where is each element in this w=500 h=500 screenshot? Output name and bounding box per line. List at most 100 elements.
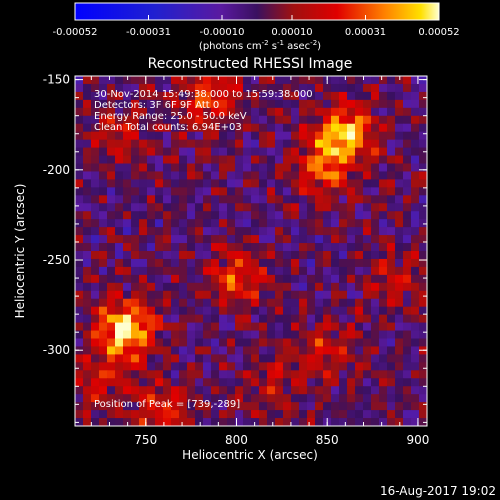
heatmap-pixel xyxy=(387,410,396,419)
heatmap-pixel xyxy=(283,115,292,125)
heatmap-pixel xyxy=(323,394,332,403)
heatmap-pixel xyxy=(147,91,156,101)
heatmap-pixel xyxy=(147,187,156,196)
heatmap-pixel xyxy=(195,274,204,284)
heatmap-pixel xyxy=(187,354,196,363)
heatmap-pixel xyxy=(419,410,428,419)
heatmap-pixel xyxy=(123,187,132,196)
heatmap-pixel xyxy=(267,179,276,188)
heatmap-pixel xyxy=(251,338,260,347)
heatmap-pixel xyxy=(155,171,164,180)
heatmap-pixel xyxy=(307,171,316,180)
heatmap-pixel xyxy=(187,330,196,339)
heatmap-pixel xyxy=(403,346,412,355)
heatmap-pixel xyxy=(363,243,372,252)
heatmap-pixel xyxy=(363,123,372,133)
heatmap-pixel xyxy=(227,354,236,363)
heatmap-pixel xyxy=(139,338,148,347)
heatmap-pixel xyxy=(331,155,340,164)
heatmap-pixel xyxy=(243,115,252,125)
heatmap-pixel xyxy=(395,378,404,387)
heatmap-pixel xyxy=(131,282,140,292)
heatmap-pixel xyxy=(339,211,348,220)
heatmap-pixel xyxy=(163,219,172,228)
heatmap-pixel xyxy=(75,195,84,204)
heatmap-pixel xyxy=(195,115,204,125)
heatmap-pixel xyxy=(387,290,396,300)
heatmap-pixel xyxy=(291,211,300,220)
heatmap-pixel xyxy=(331,402,340,411)
heatmap-pixel xyxy=(219,346,228,355)
heatmap-pixel xyxy=(131,187,140,196)
heatmap-pixel xyxy=(267,139,276,149)
heatmap-pixel xyxy=(115,179,124,188)
heatmap-pixel xyxy=(187,91,196,101)
heatmap-pixel xyxy=(259,131,268,141)
heatmap-pixel xyxy=(243,338,252,347)
heatmap-pixel xyxy=(267,418,276,427)
heatmap-pixel xyxy=(331,362,340,371)
heatmap-pixel xyxy=(139,195,148,204)
heatmap-pixel xyxy=(331,298,340,308)
heatmap-pixel xyxy=(115,171,124,180)
heatmap-pixel xyxy=(299,410,308,419)
heatmap-pixel xyxy=(139,147,148,157)
heatmap-pixel xyxy=(107,147,116,157)
heatmap-pixel xyxy=(219,107,228,117)
heatmap-pixel xyxy=(403,83,412,93)
heatmap-pixel xyxy=(363,362,372,371)
heatmap-pixel xyxy=(251,298,260,308)
heatmap-pixel xyxy=(155,266,164,276)
heatmap-pixel xyxy=(107,76,116,85)
heatmap-pixel xyxy=(227,306,236,316)
heatmap-pixel xyxy=(147,378,156,387)
heatmap-pixel xyxy=(315,266,324,276)
heatmap-pixel xyxy=(323,322,332,332)
heatmap-pixel xyxy=(347,298,356,308)
heatmap-pixel xyxy=(179,362,188,371)
heatmap-pixel xyxy=(91,322,100,332)
heatmap-pixel xyxy=(411,163,420,172)
heatmap-pixel xyxy=(219,155,228,164)
heatmap-pixel xyxy=(83,99,92,109)
heatmap-pixel xyxy=(315,322,324,332)
heatmap-pixel xyxy=(299,354,308,363)
heatmap-pixel xyxy=(171,139,180,149)
heatmap-pixel xyxy=(403,187,412,196)
heatmap-pixel xyxy=(403,155,412,164)
heatmap-pixel xyxy=(339,227,348,236)
heatmap-pixel xyxy=(139,298,148,308)
heatmap-pixel xyxy=(371,251,380,260)
heatmap-pixel xyxy=(107,115,116,125)
heatmap-pixel xyxy=(379,235,388,244)
heatmap-pixel xyxy=(355,394,364,403)
heatmap-pixel xyxy=(91,211,100,220)
heatmap-pixel xyxy=(283,282,292,292)
heatmap-pixel xyxy=(299,227,308,236)
heatmap-pixel xyxy=(235,418,244,427)
heatmap-pixel xyxy=(339,139,348,149)
heatmap-pixel xyxy=(91,115,100,125)
heatmap-pixel xyxy=(155,314,164,324)
heatmap-pixel xyxy=(339,418,348,427)
heatmap-pixel xyxy=(403,115,412,125)
heatmap-pixel xyxy=(339,76,348,85)
heatmap-pixel xyxy=(179,171,188,180)
heatmap-pixel xyxy=(99,187,108,196)
heatmap-pixel xyxy=(83,410,92,419)
heatmap-pixel xyxy=(331,274,340,284)
heatmap-pixel xyxy=(107,338,116,347)
heatmap-pixel xyxy=(235,306,244,316)
heatmap-pixel xyxy=(251,354,260,363)
heatmap-pixel xyxy=(107,298,116,308)
heatmap-pixel xyxy=(403,251,412,260)
heatmap-pixel xyxy=(195,306,204,316)
heatmap-pixel xyxy=(91,362,100,371)
heatmap-pixel xyxy=(299,362,308,371)
heatmap-pixel xyxy=(75,115,84,125)
heatmap-pixel xyxy=(307,91,316,101)
heatmap-pixel xyxy=(395,115,404,125)
heatmap-pixel xyxy=(179,410,188,419)
heatmap-pixel xyxy=(187,147,196,157)
heatmap-pixel xyxy=(371,219,380,228)
